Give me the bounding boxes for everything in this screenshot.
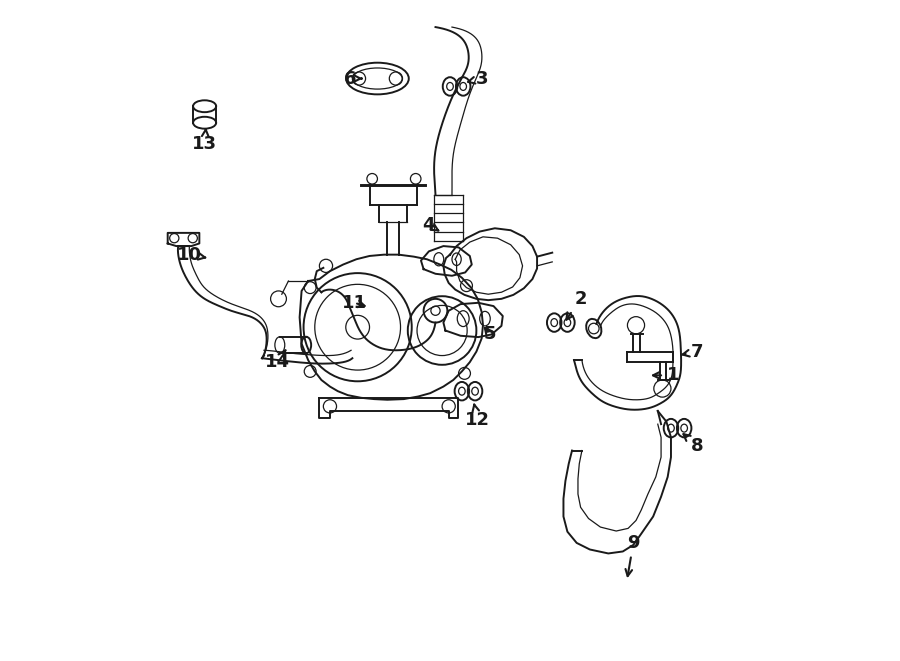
- Text: 5: 5: [483, 325, 496, 343]
- Text: 12: 12: [465, 405, 491, 428]
- Text: 7: 7: [682, 342, 704, 361]
- Text: 3: 3: [468, 69, 488, 87]
- Text: 1: 1: [653, 366, 680, 384]
- Text: 14: 14: [265, 350, 290, 371]
- Text: 11: 11: [342, 293, 367, 312]
- Text: 2: 2: [566, 290, 587, 320]
- Text: 13: 13: [192, 129, 217, 153]
- Text: 8: 8: [683, 434, 704, 455]
- Text: 4: 4: [423, 216, 438, 234]
- Text: 9: 9: [626, 534, 640, 576]
- Text: 6: 6: [344, 69, 362, 87]
- Text: 10: 10: [177, 246, 205, 264]
